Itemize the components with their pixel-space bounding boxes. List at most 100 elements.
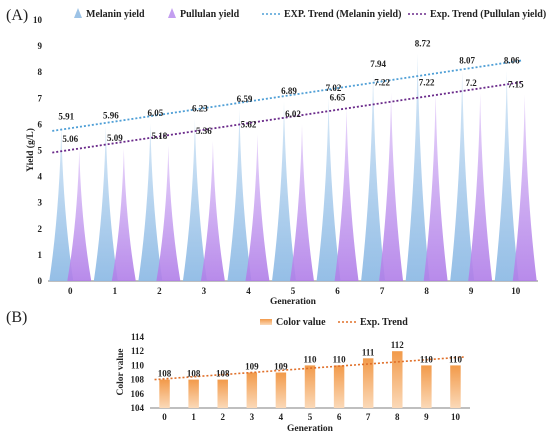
legend-pullulan-trend-label: Exp. Trend (Pullulan yield) — [430, 9, 546, 20]
x-tick-label: 8 — [424, 286, 429, 296]
pullulan-data-label: 7.22 — [374, 78, 390, 88]
pullulan-area-mark — [468, 93, 493, 281]
y-tick-label: 9 — [38, 41, 43, 51]
color-value-bar — [159, 379, 170, 408]
pullulan-data-label: 5.09 — [107, 133, 123, 143]
x-tick-label: 6 — [337, 412, 342, 422]
color-value-data-label: 111 — [362, 347, 375, 357]
legend-color-value-swatch — [260, 319, 272, 325]
pullulan-data-label: 7.22 — [419, 78, 435, 88]
pullulan-area-mark — [67, 148, 92, 281]
x-tick-label: 3 — [250, 412, 255, 422]
melanin-area-mark — [494, 70, 519, 281]
y-tick-label: 110 — [131, 360, 145, 370]
color-value-data-label: 110 — [303, 354, 317, 364]
panel-b-x-axis-title: Generation — [287, 424, 334, 434]
pullulan-data-label: 5.06 — [62, 134, 78, 144]
y-tick-label: 104 — [131, 403, 145, 413]
y-tick-label: 114 — [131, 332, 145, 342]
x-tick-label: 10 — [451, 412, 461, 422]
legend-pullulan-label: Pullulan yield — [180, 9, 240, 20]
pullulan-area-mark — [423, 92, 448, 281]
melanin-area-mark — [450, 70, 475, 281]
melanin-area-mark — [316, 97, 341, 281]
color-value-data-label: 108 — [216, 369, 230, 379]
pullulan-area-mark — [334, 107, 359, 281]
pullulan-data-label: 7.2 — [466, 78, 478, 88]
color-value-data-label: 109 — [245, 362, 259, 372]
panel-a-x-axis-title: Generation — [270, 297, 317, 307]
x-tick-label: 4 — [279, 412, 284, 422]
x-tick-label: 1 — [191, 412, 196, 422]
melanin-data-label: 6.59 — [237, 94, 253, 104]
panel-a-legend: Melanin yield Pullulan yield EXP. Trend … — [74, 8, 546, 20]
y-tick-label: 106 — [131, 389, 145, 399]
melanin-data-label: 7.94 — [370, 59, 386, 69]
melanin-area-mark — [227, 109, 252, 281]
y-tick-label: 7 — [38, 93, 43, 103]
melanin-area-mark — [93, 125, 118, 281]
color-value-data-label: 108 — [158, 369, 172, 379]
x-tick-label: 5 — [291, 286, 296, 296]
color-value-bar — [217, 379, 228, 408]
panel-a-y-axis-title: Yield (g/L) — [25, 128, 36, 172]
color-value-data-label: 110 — [333, 354, 347, 364]
pullulan-area-mark — [379, 92, 404, 281]
pullulan-trend-line — [52, 81, 522, 154]
melanin-data-label: 8.07 — [459, 55, 475, 65]
x-tick-label: 10 — [511, 286, 521, 296]
y-tick-label: 6 — [38, 119, 43, 129]
x-tick-label: 7 — [366, 412, 371, 422]
melanin-data-label: 8.06 — [504, 56, 520, 66]
x-tick-label: 3 — [202, 286, 207, 296]
color-value-bar — [246, 372, 258, 408]
melanin-area-mark — [138, 123, 163, 281]
x-tick-label: 0 — [162, 412, 167, 422]
melanin-data-label: 8.72 — [415, 38, 431, 48]
color-value-bar — [392, 351, 403, 408]
melanin-area-mark — [361, 73, 386, 282]
y-tick-label: 8 — [38, 67, 43, 77]
panel-b-label: (B) — [6, 309, 27, 326]
color-value-data-label: 110 — [420, 354, 434, 364]
panel-b-legend: Color value Exp. Trend — [260, 317, 408, 328]
y-tick-label: 10 — [33, 15, 43, 25]
x-tick-label: 9 — [469, 286, 474, 296]
x-tick-label: 4 — [246, 286, 251, 296]
color-value-data-label: 109 — [274, 362, 288, 372]
panel-b-y-axis-title: Color value — [116, 348, 126, 395]
x-tick-label: 1 — [113, 286, 118, 296]
color-value-data-label: 108 — [187, 369, 201, 379]
legend-color-value-label: Color value — [276, 317, 326, 328]
y-tick-label: 3 — [38, 198, 43, 208]
y-tick-label: 0 — [38, 276, 43, 286]
pullulan-area-mark — [245, 134, 270, 281]
x-tick-label: 2 — [157, 286, 162, 296]
x-tick-label: 0 — [68, 286, 73, 296]
color-value-bar — [333, 365, 345, 408]
y-tick-label: 112 — [131, 346, 145, 356]
melanin-area-mark — [182, 118, 207, 281]
melanin-data-label: 7.02 — [326, 83, 342, 93]
pullulan-area-mark — [111, 148, 136, 281]
melanin-area-mark — [49, 126, 74, 282]
melanin-data-label: 6.23 — [192, 103, 208, 113]
legend-pullulan-swatch — [168, 8, 176, 18]
melanin-data-label: 5.91 — [58, 112, 74, 122]
melanin-area-mark — [272, 101, 296, 282]
legend-melanin-swatch — [74, 8, 82, 18]
color-value-bar — [362, 358, 374, 408]
x-tick-label: 5 — [308, 412, 313, 422]
y-tick-label: 4 — [38, 172, 43, 182]
pullulan-area-mark — [156, 145, 181, 281]
melanin-data-label: 5.96 — [103, 110, 119, 120]
pullulan-data-label: 5.36 — [196, 126, 212, 136]
legend-exp-trend-label: Exp. Trend — [360, 317, 408, 328]
pullulan-data-label: 5.62 — [241, 119, 257, 129]
pullulan-data-label: 5.18 — [151, 131, 167, 141]
x-tick-label: 9 — [424, 412, 429, 422]
x-tick-label: 6 — [335, 286, 340, 296]
melanin-data-label: 6.05 — [147, 108, 163, 118]
color-value-data-label: 112 — [391, 340, 405, 350]
